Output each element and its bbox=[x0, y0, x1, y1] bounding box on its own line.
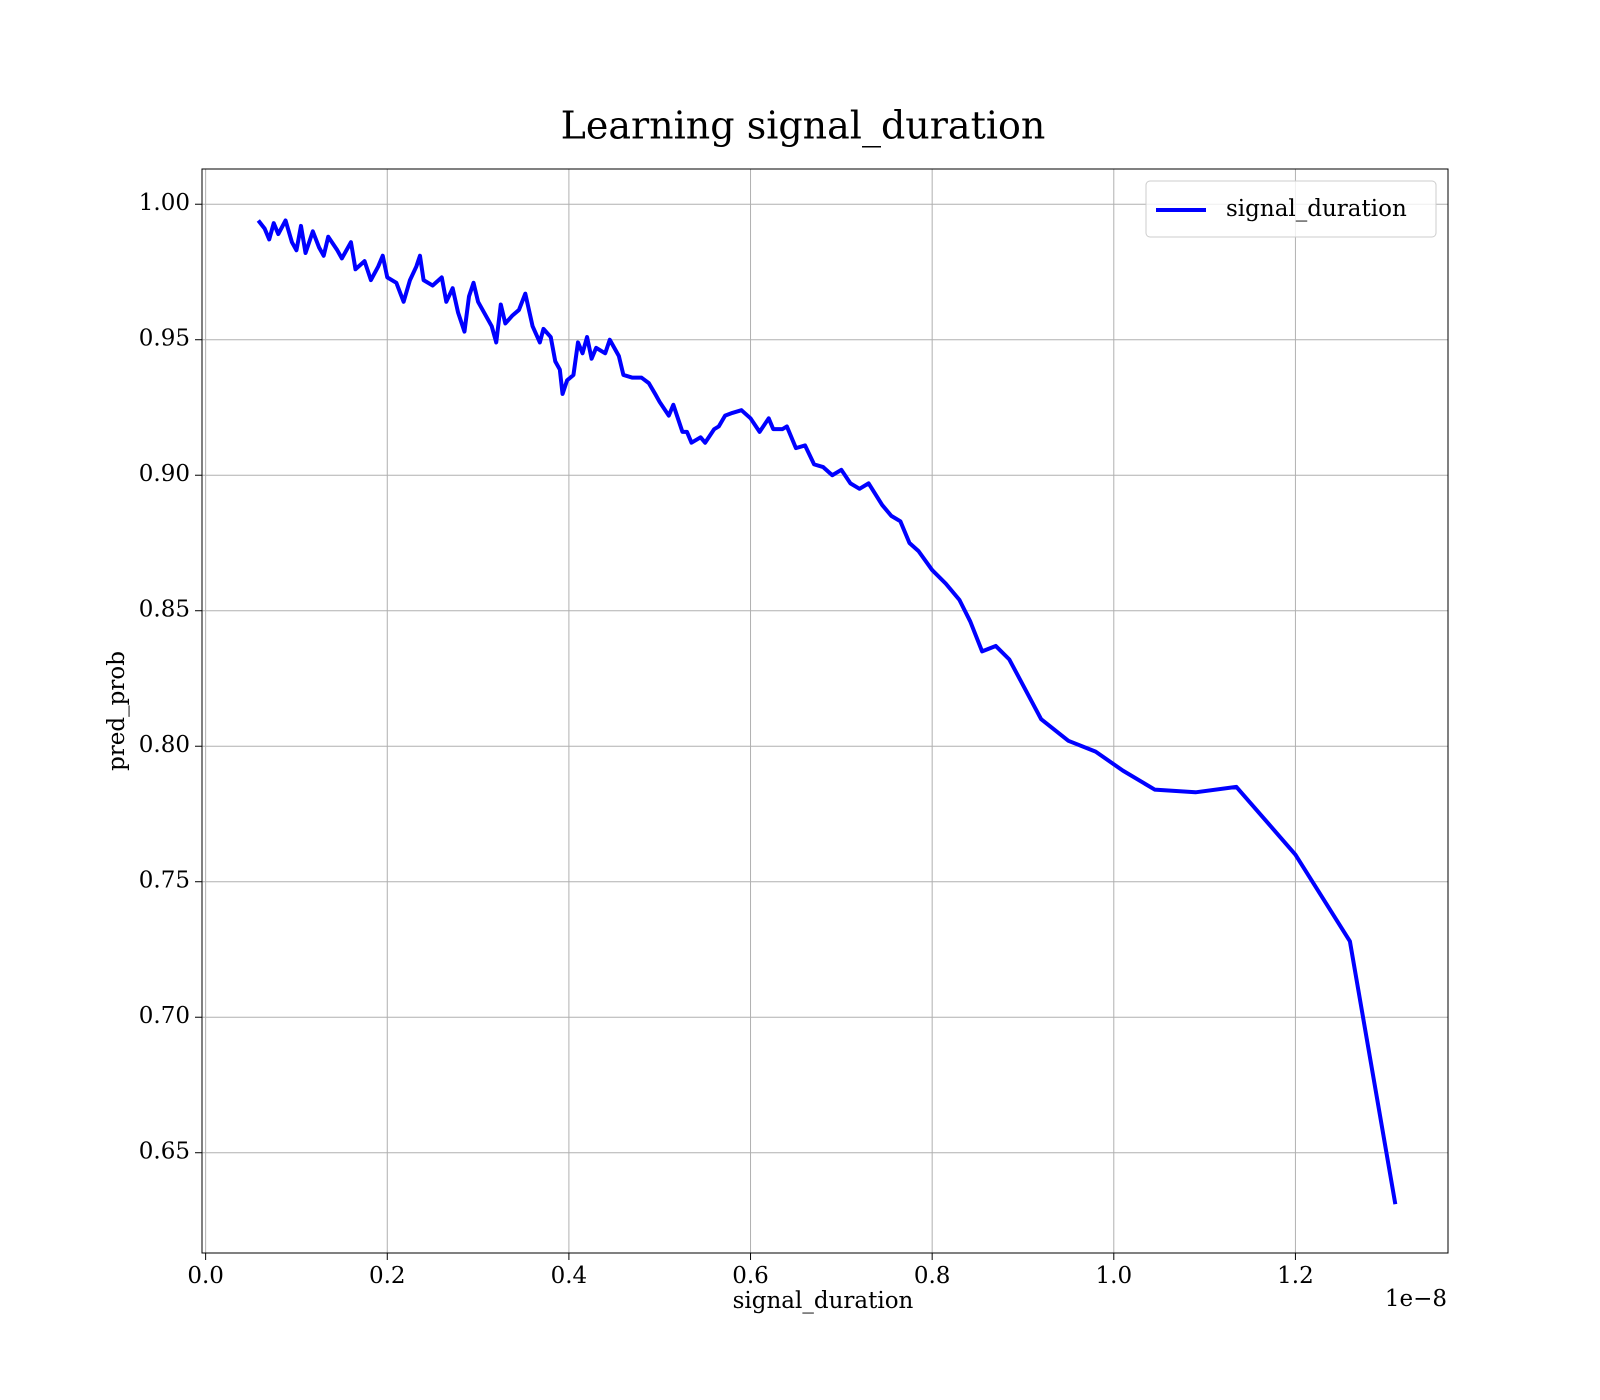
x-tick-label: 1.2 bbox=[1277, 1263, 1314, 1289]
y-tick-label: 0.95 bbox=[139, 326, 190, 352]
data-line bbox=[256, 218, 1398, 1205]
y-tick-label: 0.90 bbox=[139, 461, 190, 487]
legend: signal_duration bbox=[1145, 180, 1437, 238]
x-tick-label: 0.2 bbox=[369, 1263, 406, 1289]
x-tick-label: 0.6 bbox=[732, 1263, 769, 1289]
x-tick-label: 0.4 bbox=[551, 1263, 588, 1289]
y-tick-label: 0.65 bbox=[139, 1139, 190, 1165]
x-tick-label: 0.0 bbox=[187, 1263, 224, 1289]
legend-label: signal_duration bbox=[1226, 196, 1407, 222]
x-axis-label: signal_duration bbox=[733, 1288, 914, 1314]
x-tick-label: 0.8 bbox=[914, 1263, 951, 1289]
y-tick-label: 0.75 bbox=[139, 868, 190, 894]
y-tick-label: 0.85 bbox=[139, 597, 190, 623]
y-tick-label: 0.70 bbox=[139, 1003, 190, 1029]
x-tick-label: 1.0 bbox=[1096, 1263, 1133, 1289]
chart-title: Learning signal_duration bbox=[561, 104, 1046, 149]
y-tick-label: 0.80 bbox=[139, 732, 190, 758]
x-offset-label: 1e−8 bbox=[1385, 1286, 1447, 1312]
legend-box bbox=[1145, 180, 1437, 238]
plot-frame bbox=[201, 168, 1449, 1254]
y-axis-label: pred_prob bbox=[104, 651, 130, 771]
y-tick-label: 1.00 bbox=[139, 190, 190, 216]
